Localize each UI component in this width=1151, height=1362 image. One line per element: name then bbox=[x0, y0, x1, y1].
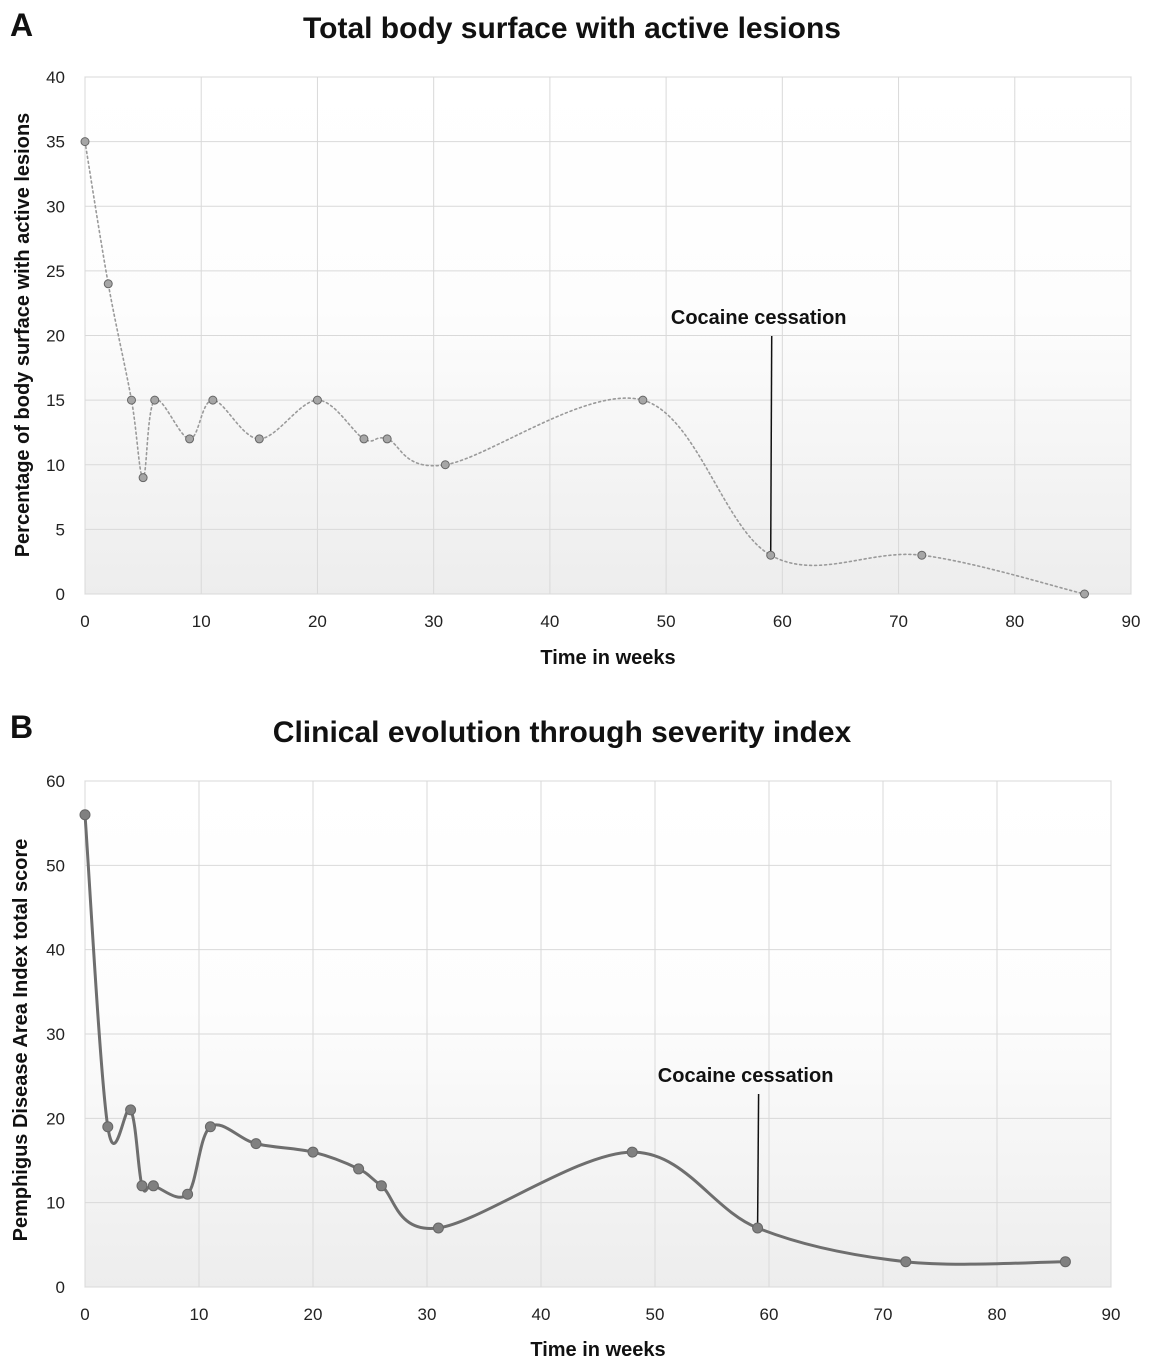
x-tick-label: 0 bbox=[80, 1305, 89, 1324]
x-tick-label: 60 bbox=[773, 612, 792, 631]
data-point bbox=[359, 434, 369, 444]
gridlines-b bbox=[84, 780, 1112, 1288]
x-tick-label: 10 bbox=[190, 1305, 209, 1324]
data-point bbox=[382, 434, 392, 444]
x-tick-label: 40 bbox=[532, 1305, 551, 1324]
x-tick-label: 80 bbox=[988, 1305, 1007, 1324]
y-tick-label: 30 bbox=[46, 1025, 65, 1044]
x-tick-label: 30 bbox=[424, 612, 443, 631]
annotation-pointer-a bbox=[769, 335, 773, 554]
data-point bbox=[307, 1146, 319, 1158]
annotation-label-a: Cocaine cessation bbox=[671, 307, 847, 329]
series-line-a bbox=[84, 140, 1086, 595]
y-tick-label: 20 bbox=[46, 327, 65, 346]
data-point bbox=[136, 1180, 148, 1192]
data-point bbox=[254, 434, 264, 444]
data-point bbox=[1059, 1256, 1071, 1268]
data-point bbox=[626, 1146, 638, 1158]
y-tick-label: 10 bbox=[46, 456, 65, 475]
x-tick-labels-b: 0 10 20 30 40 50 60 70 80 90 bbox=[80, 1305, 1120, 1324]
x-tick-label: 50 bbox=[646, 1305, 665, 1324]
data-point bbox=[79, 809, 91, 821]
gridlines-a bbox=[84, 76, 1132, 595]
x-tick-label: 70 bbox=[874, 1305, 893, 1324]
x-axis-title-b: Time in weeks bbox=[530, 1339, 665, 1361]
chart-title-a: Total body surface with active lesions bbox=[303, 12, 841, 45]
x-tick-label: 60 bbox=[760, 1305, 779, 1324]
x-tick-label: 30 bbox=[418, 1305, 437, 1324]
data-point bbox=[440, 460, 450, 470]
y-axis-title-a: Percentage of body surface with active l… bbox=[12, 113, 34, 558]
y-tick-label: 0 bbox=[56, 1278, 65, 1297]
x-tick-label: 20 bbox=[304, 1305, 323, 1324]
y-axis-title-b: Pemphigus Disease Area Index total score bbox=[10, 839, 32, 1242]
data-point bbox=[125, 1104, 137, 1116]
data-point bbox=[638, 395, 648, 405]
data-point bbox=[917, 550, 927, 560]
chart-title-b: Clinical evolution through severity inde… bbox=[273, 716, 852, 749]
data-point bbox=[147, 1180, 159, 1192]
y-tick-labels-b: 0 10 20 30 40 50 60 bbox=[46, 772, 65, 1297]
data-point bbox=[102, 1121, 114, 1133]
data-point bbox=[353, 1163, 365, 1175]
y-tick-label: 35 bbox=[46, 133, 65, 152]
data-points-a bbox=[80, 137, 1090, 599]
data-point bbox=[312, 395, 322, 405]
data-point bbox=[1080, 589, 1090, 599]
x-tick-label: 20 bbox=[308, 612, 327, 631]
x-tick-label: 90 bbox=[1122, 612, 1141, 631]
y-tick-label: 40 bbox=[46, 68, 65, 87]
x-axis-title-a: Time in weeks bbox=[540, 647, 675, 669]
x-tick-label: 70 bbox=[889, 612, 908, 631]
x-tick-label: 10 bbox=[192, 612, 211, 631]
data-point bbox=[138, 473, 148, 483]
chart-panel-b: B Clinical evolution through severity in… bbox=[10, 709, 1120, 1361]
data-point bbox=[204, 1121, 216, 1133]
y-tick-label: 40 bbox=[46, 941, 65, 960]
x-tick-label: 40 bbox=[540, 612, 559, 631]
x-tick-label: 80 bbox=[1005, 612, 1024, 631]
data-point bbox=[766, 550, 776, 560]
data-points-b bbox=[79, 809, 1071, 1268]
data-point bbox=[126, 395, 136, 405]
y-tick-label: 25 bbox=[46, 262, 65, 281]
y-tick-label: 50 bbox=[46, 856, 65, 875]
y-tick-labels-a: 0 5 10 15 20 25 30 35 40 bbox=[46, 68, 65, 604]
chart-panel-a: A Total body surface with active lesions… bbox=[10, 7, 1140, 669]
data-point bbox=[900, 1256, 912, 1268]
data-point bbox=[103, 279, 113, 289]
panel-letter-a: A bbox=[10, 7, 33, 43]
y-tick-label: 15 bbox=[46, 391, 65, 410]
data-point bbox=[182, 1188, 194, 1200]
x-tick-label: 0 bbox=[80, 612, 89, 631]
y-tick-label: 60 bbox=[46, 772, 65, 791]
data-point bbox=[208, 395, 218, 405]
data-point bbox=[432, 1222, 444, 1234]
data-point bbox=[185, 434, 195, 444]
data-point bbox=[80, 137, 90, 147]
y-tick-label: 0 bbox=[56, 585, 65, 604]
x-tick-label: 50 bbox=[657, 612, 676, 631]
x-tick-labels-a: 0 10 20 30 40 50 60 70 80 90 bbox=[80, 612, 1140, 631]
y-tick-label: 5 bbox=[56, 520, 65, 539]
y-tick-label: 20 bbox=[46, 1109, 65, 1128]
data-point bbox=[150, 395, 160, 405]
annotation-label-b: Cocaine cessation bbox=[658, 1065, 834, 1087]
data-point bbox=[752, 1222, 764, 1234]
x-tick-label: 90 bbox=[1102, 1305, 1121, 1324]
y-tick-label: 30 bbox=[46, 197, 65, 216]
y-tick-label: 10 bbox=[46, 1194, 65, 1213]
data-point bbox=[375, 1180, 387, 1192]
annotation-pointer-b bbox=[756, 1093, 760, 1226]
panel-letter-b: B bbox=[10, 709, 33, 745]
data-point bbox=[250, 1138, 262, 1150]
